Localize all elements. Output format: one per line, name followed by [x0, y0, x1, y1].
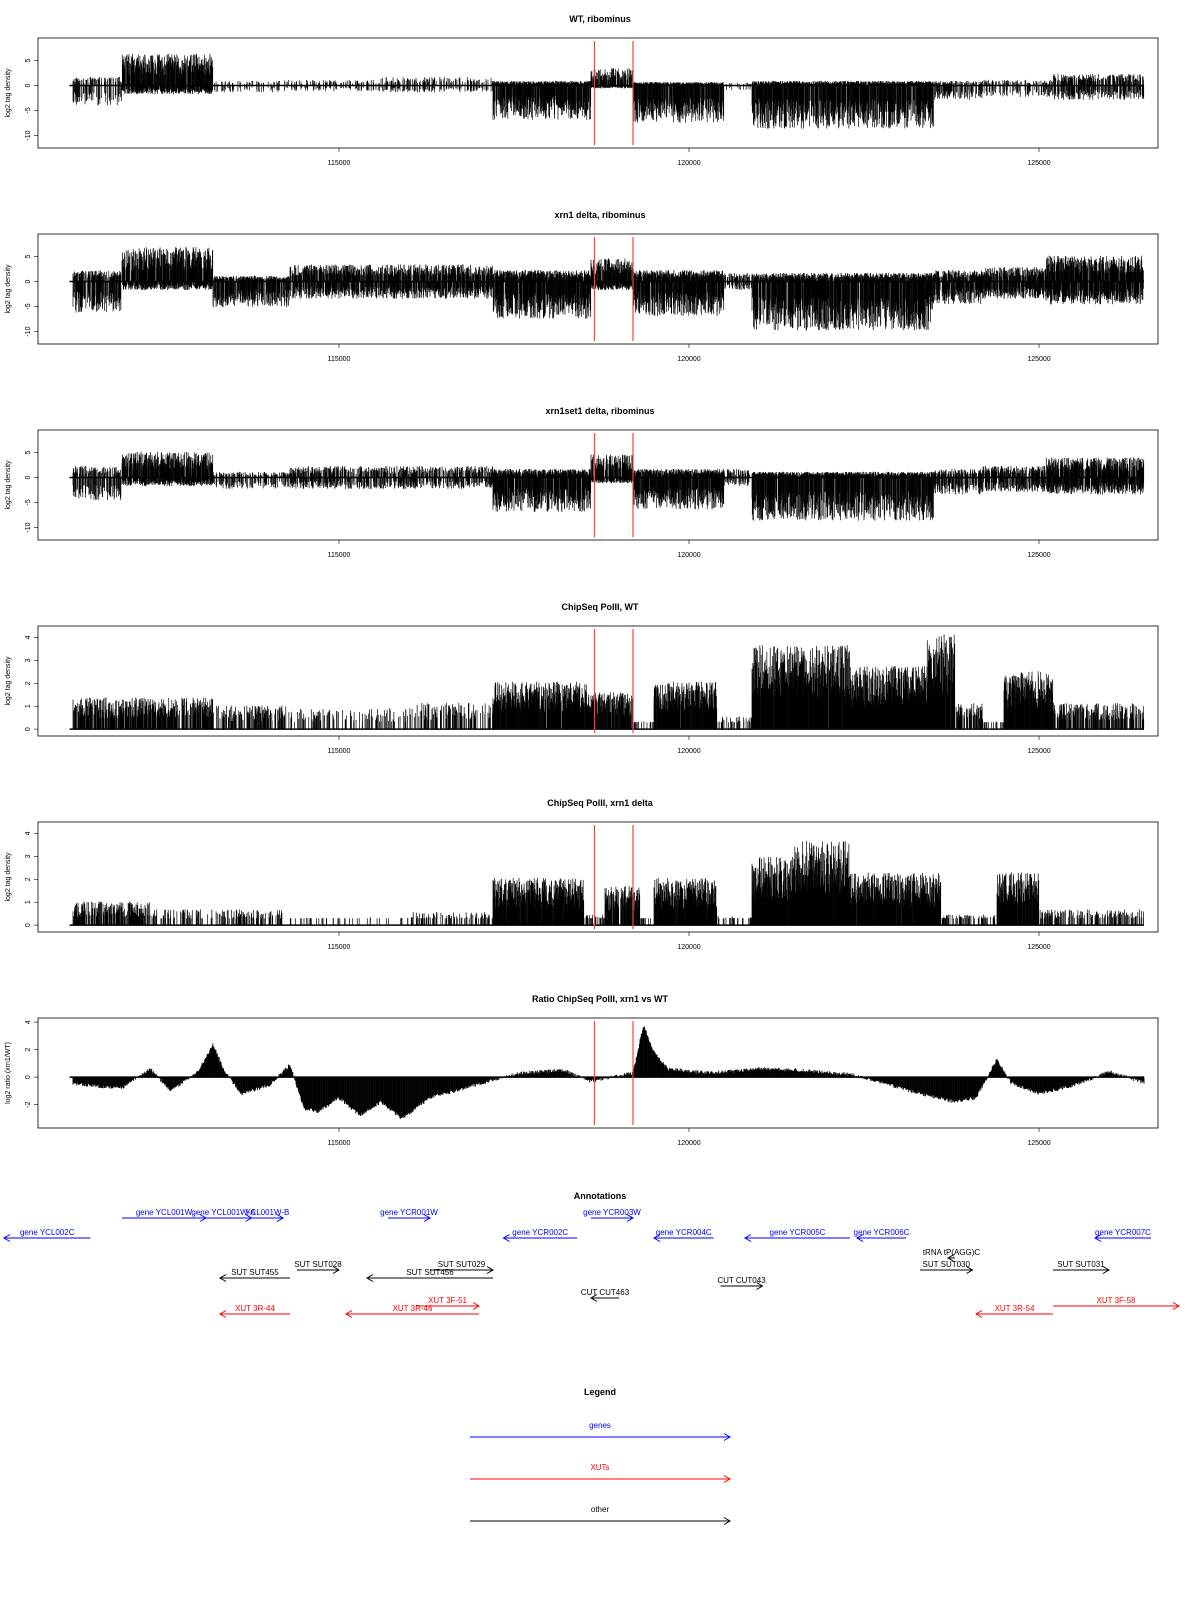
- y-tick-label: 0: [25, 83, 32, 87]
- data-marks: [72, 247, 1144, 331]
- y-axis-label: log2 tag density: [5, 264, 12, 314]
- plot-frame: [37, 37, 1159, 149]
- y-axis-label: log2 tag density: [5, 68, 12, 118]
- x-tick-label: 125000: [1027, 160, 1050, 167]
- y-tick-label: 5: [25, 58, 32, 62]
- panel-title: xrn1 delta, ribominus: [554, 210, 645, 220]
- y-tick-label: -5: [25, 107, 32, 113]
- data-marks: [72, 53, 1145, 129]
- y-tick-label: -10: [25, 130, 32, 140]
- x-tick-label: 120000: [677, 160, 700, 167]
- x-tick-label: 115000: [328, 160, 351, 167]
- track-panel: WT, ribominus log2 tag density 5 0 -5 -10 1150…: [5, 14, 1159, 167]
- panel-title: WT, ribominus: [569, 14, 631, 24]
